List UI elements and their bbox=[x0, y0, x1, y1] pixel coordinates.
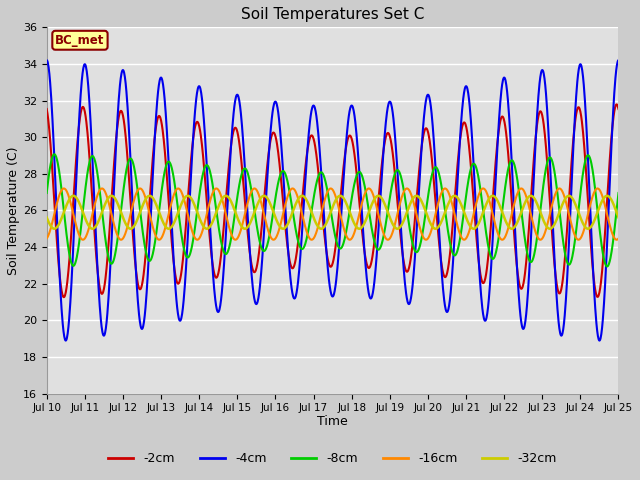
Y-axis label: Soil Temperature (C): Soil Temperature (C) bbox=[7, 146, 20, 275]
Title: Soil Temperatures Set C: Soil Temperatures Set C bbox=[241, 7, 424, 22]
Text: BC_met: BC_met bbox=[55, 34, 105, 47]
X-axis label: Time: Time bbox=[317, 415, 348, 428]
Legend: -2cm, -4cm, -8cm, -16cm, -32cm: -2cm, -4cm, -8cm, -16cm, -32cm bbox=[104, 447, 562, 470]
